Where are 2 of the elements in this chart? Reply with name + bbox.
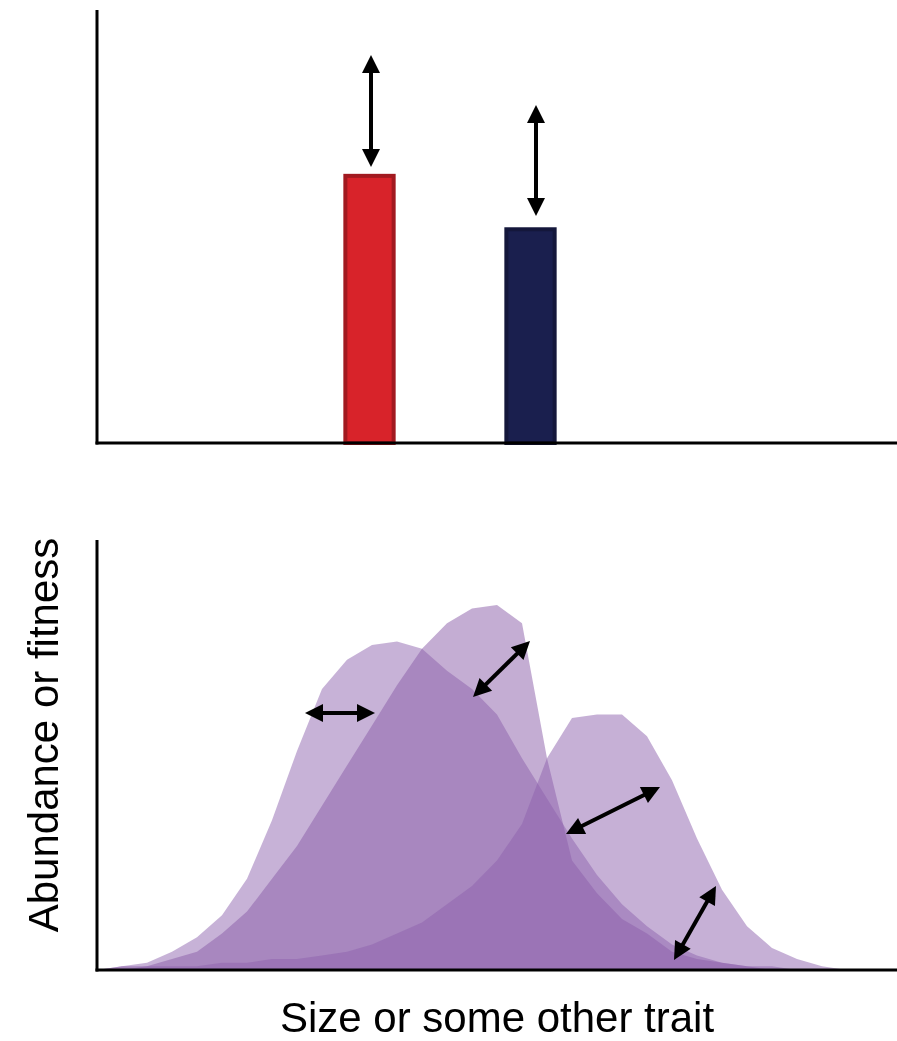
y-axis-title: Abundance or fitness <box>20 537 67 933</box>
x-axis-title: Size or some other trait <box>279 994 715 1041</box>
